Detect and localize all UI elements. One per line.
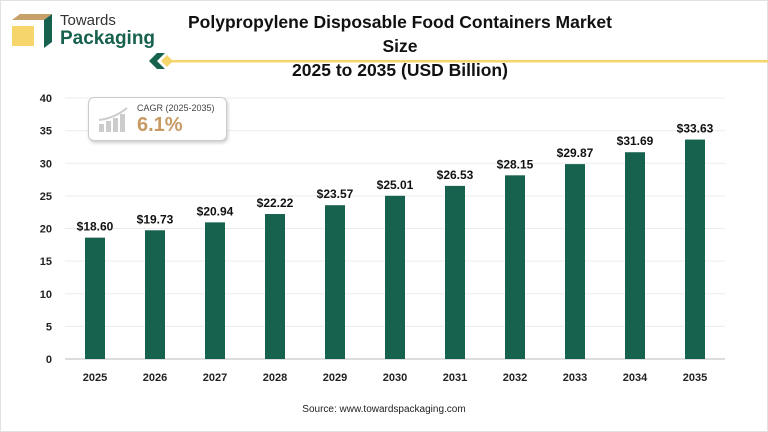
cagr-label: CAGR (2025-2035) <box>137 103 215 113</box>
box-logo-icon <box>12 14 52 48</box>
brand-logo: Towards Packaging <box>10 12 155 52</box>
bar-2031 <box>445 185 465 359</box>
y-tick-label: 0 <box>46 354 52 366</box>
divider-line <box>171 60 768 63</box>
data-label: $31.69 <box>617 134 654 148</box>
bar-2035 <box>685 139 705 359</box>
bar-2029 <box>325 205 345 359</box>
data-label: $26.53 <box>437 168 474 182</box>
bar-2034 <box>625 152 645 359</box>
bar-2033 <box>565 164 585 359</box>
data-label: $28.15 <box>497 157 534 171</box>
bar-2026 <box>145 230 165 359</box>
bar-chart: 0510152025303540$18.602025$19.732026$20.… <box>40 93 725 384</box>
cagr-value: 6.1% <box>137 114 183 136</box>
brand-line1: Towards <box>60 12 116 29</box>
x-tick-label: 2034 <box>623 372 648 384</box>
data-label: $25.01 <box>377 178 414 192</box>
y-tick-label: 15 <box>40 256 52 268</box>
bar-2032 <box>505 175 525 359</box>
x-tick-label: 2026 <box>143 372 167 384</box>
data-label: $18.60 <box>77 220 114 234</box>
x-tick-label: 2028 <box>263 372 287 384</box>
cagr-box: CAGR (2025-2035) 6.1% <box>88 97 227 141</box>
y-tick-label: 25 <box>40 191 52 203</box>
y-tick-label: 10 <box>40 289 52 301</box>
bar-2027 <box>205 222 225 359</box>
data-label: $22.22 <box>257 196 294 210</box>
x-tick-label: 2035 <box>683 372 707 384</box>
data-label: $20.94 <box>197 204 234 218</box>
x-tick-label: 2033 <box>563 372 587 384</box>
y-tick-label: 5 <box>46 321 52 333</box>
divider-chevron-icon <box>149 53 165 69</box>
data-label: $23.57 <box>317 187 354 201</box>
x-tick-label: 2032 <box>503 372 527 384</box>
x-tick-label: 2031 <box>443 372 467 384</box>
brand-line2: Packaging <box>60 28 156 49</box>
chart-title: Polypropylene Disposable Food Containers… <box>170 10 630 82</box>
y-tick-label: 40 <box>40 93 52 105</box>
x-tick-label: 2030 <box>383 372 407 384</box>
title-line-1: Polypropylene Disposable Food Containers… <box>188 12 612 56</box>
y-tick-label: 30 <box>40 158 52 170</box>
bar-2025 <box>85 237 105 359</box>
x-tick-label: 2025 <box>83 372 107 384</box>
source-note: Source: www.towardspackaging.com <box>302 404 466 415</box>
x-tick-label: 2027 <box>203 372 227 384</box>
growth-chart-icon <box>98 107 128 132</box>
title-line-2: 2025 to 2035 (USD Billion) <box>292 60 508 80</box>
data-label: $29.87 <box>557 146 594 160</box>
y-tick-label: 20 <box>40 224 52 236</box>
title-divider <box>149 53 768 69</box>
y-tick-label: 35 <box>40 126 52 138</box>
bar-2030 <box>385 195 405 359</box>
x-tick-label: 2029 <box>323 372 347 384</box>
bar-2028 <box>265 214 285 359</box>
data-label: $19.73 <box>137 212 174 226</box>
data-label: $33.63 <box>677 122 714 136</box>
divider-diamond-icon <box>161 55 173 67</box>
